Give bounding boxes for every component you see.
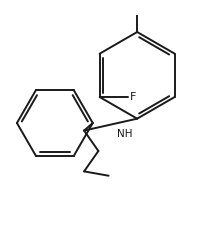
Text: NH: NH (117, 129, 133, 139)
Text: F: F (129, 92, 136, 102)
